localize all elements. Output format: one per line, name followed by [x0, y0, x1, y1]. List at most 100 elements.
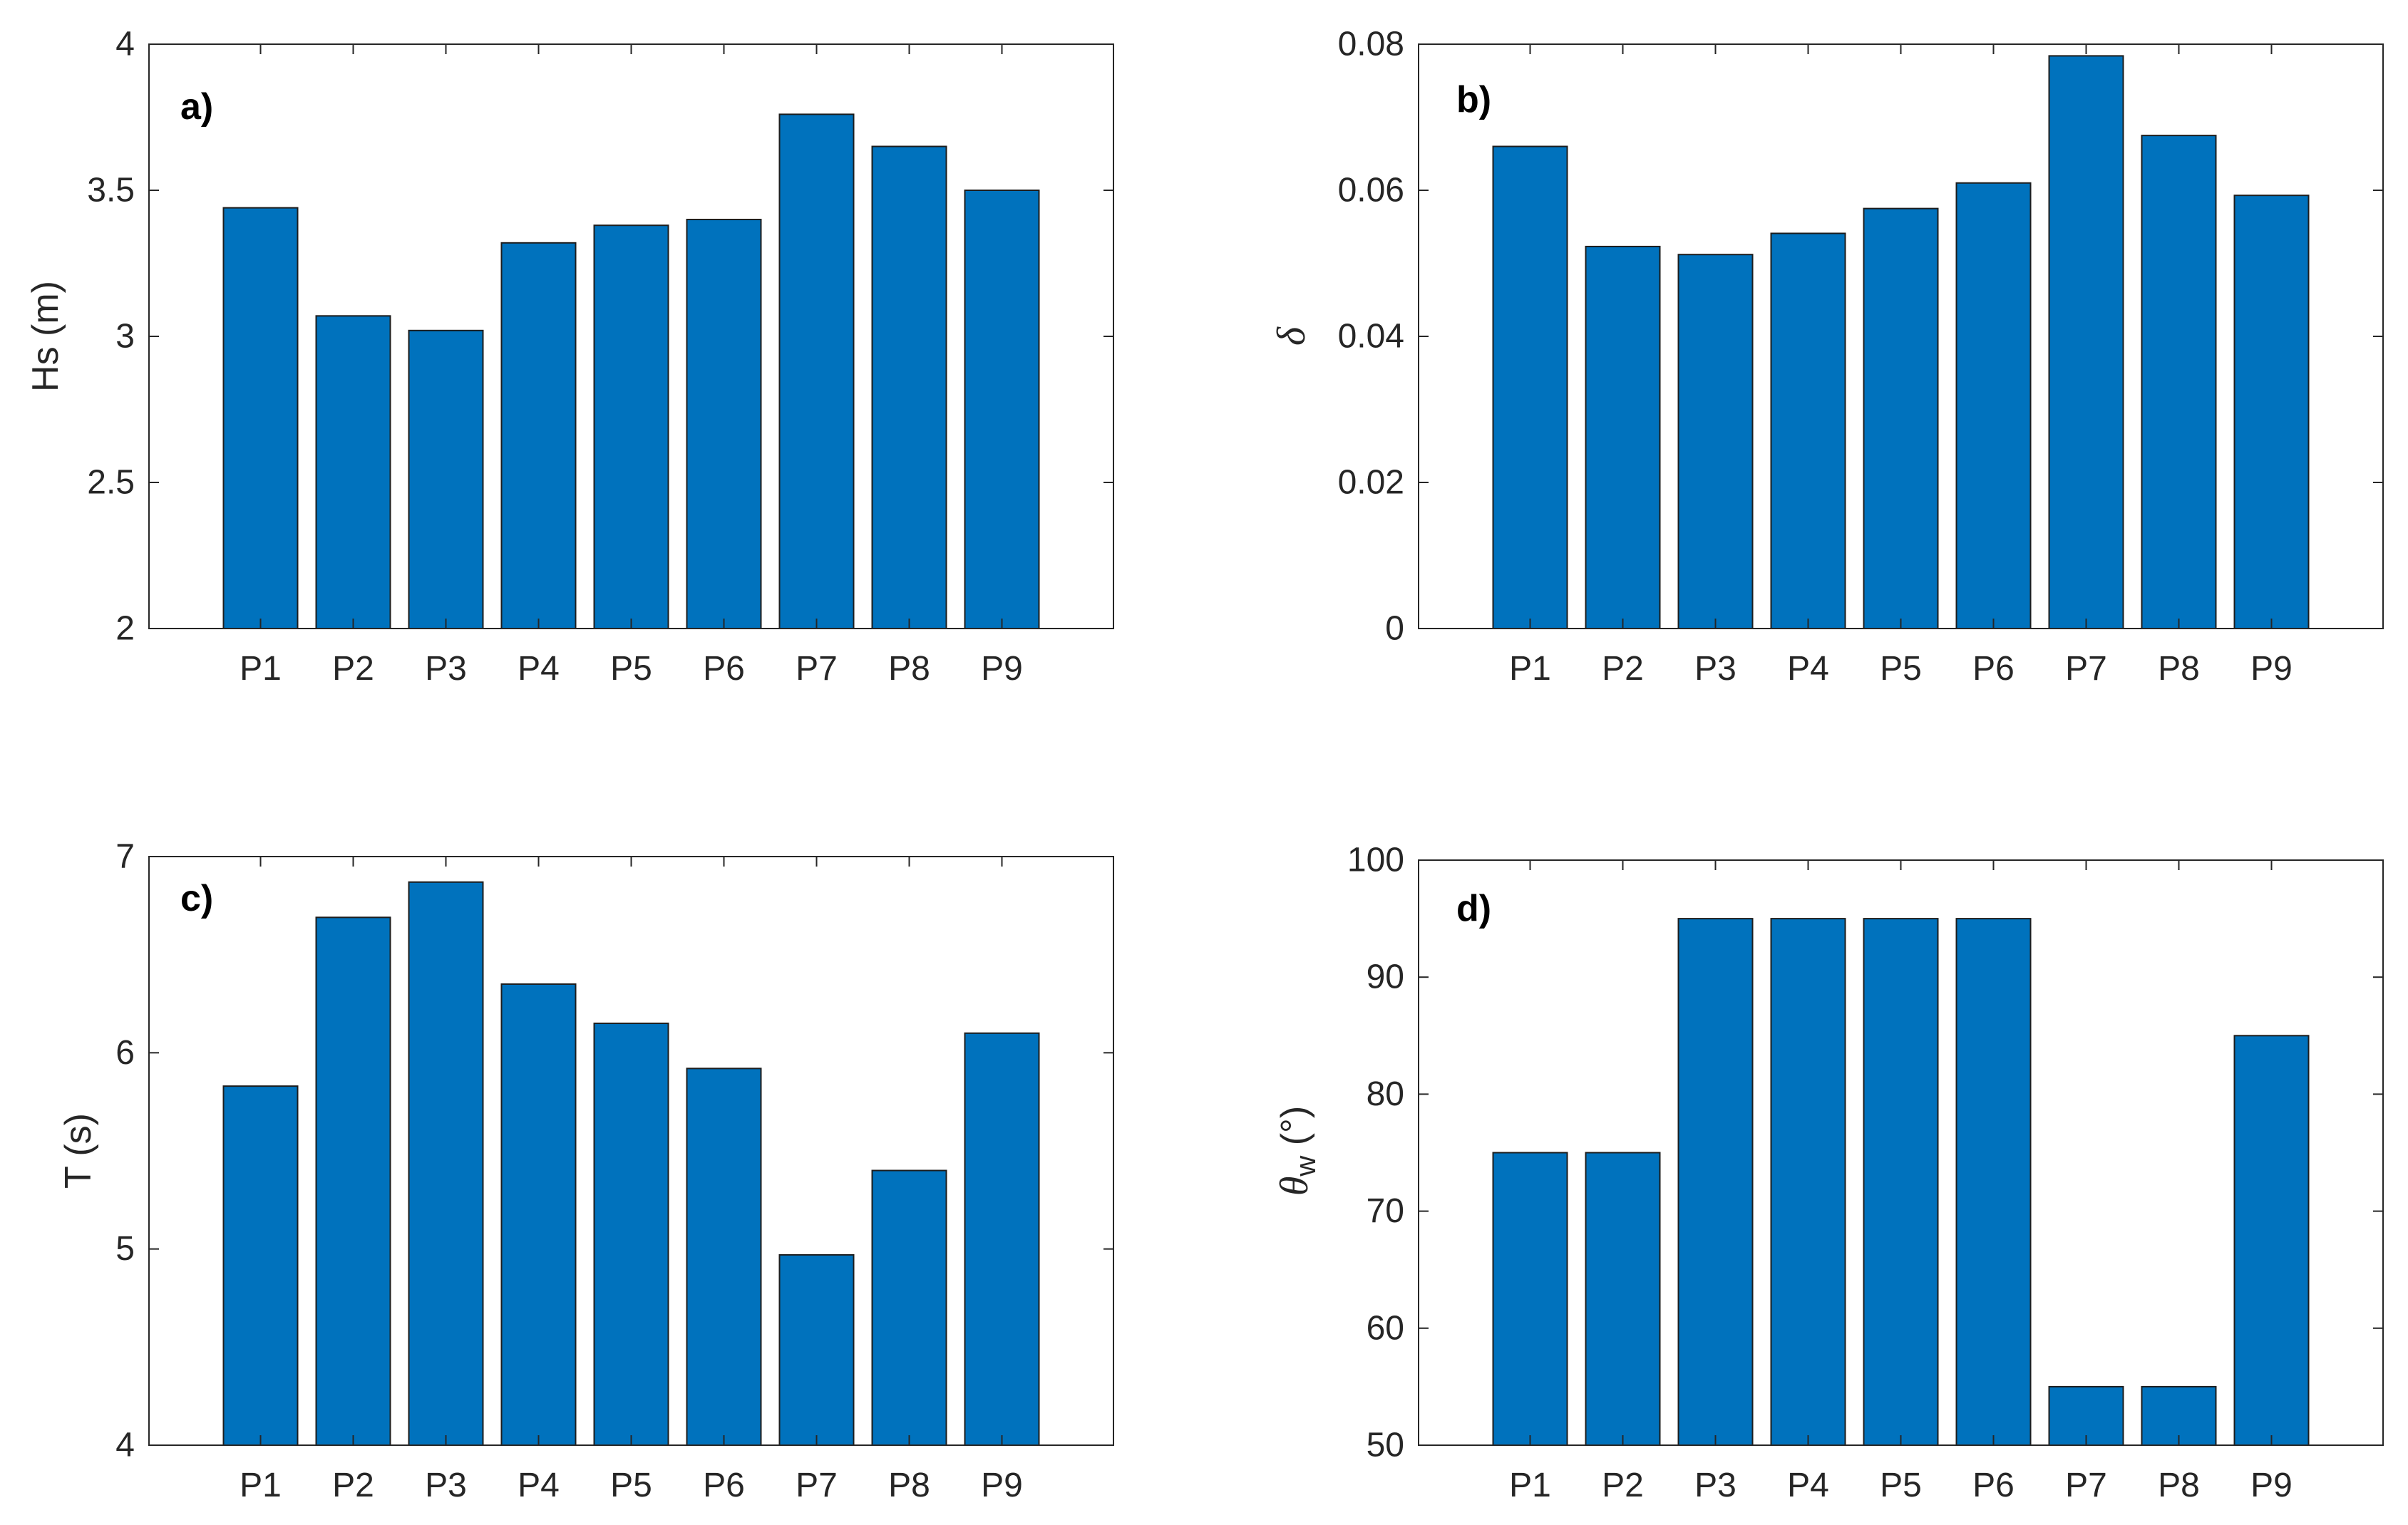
panel-d-ylabel: θw (°) [1272, 1106, 1322, 1196]
panel-a-ytick-label: 2 [115, 610, 135, 648]
panel-b-xtick-label: P9 [2250, 650, 2293, 688]
panel-d-ticks: P1 P2 P3 P4 P5 P6 P7 P8 P9 50 60 70 80 90 100 [1347, 842, 2383, 1504]
panel-d-bar-p4 [1770, 918, 1846, 1446]
panel-b-ytick-label: 0.02 [1338, 464, 1404, 502]
panel-a-bar-p8 [871, 145, 947, 629]
panel-a-bar-p1 [222, 207, 299, 630]
panel-a-xtick-label: P3 [425, 650, 467, 688]
panel-d-ytick-label: 100 [1347, 842, 1404, 879]
panel-c-ticks: P1 P2 P3 P4 P5 P6 P7 P8 P9 4 5 6 7 [115, 838, 1113, 1504]
panel-b-xtick-label: P2 [1602, 650, 1644, 688]
panel-b-ytick-label: 0 [1385, 610, 1404, 648]
panel-d-ylabel-theta: θ [1272, 1177, 1317, 1196]
panel-a-xtick-label: P7 [796, 650, 838, 688]
panel-c-xtick-label: P4 [518, 1467, 560, 1504]
panel-d-axes-frame [1418, 859, 2384, 1446]
panel-d-xtick-label: P2 [1602, 1467, 1644, 1504]
panel-c-ytick-label: 4 [115, 1427, 135, 1464]
panel-b-bar-p2 [1585, 245, 1661, 629]
panel-b-label: b) [1456, 79, 1491, 120]
panel-a-ticks: P1 P2 P3 P4 P5 P6 P7 P8 P9 2 2.5 3 3.5 4 [87, 26, 1113, 688]
panel-a-ytick-label: 3 [115, 318, 135, 356]
panel-a-bar-p2 [315, 315, 391, 629]
panel-c-xtick-label: P2 [332, 1467, 374, 1504]
panel-c-ytick-label: 6 [115, 1034, 135, 1072]
panel-d-xtick-label: P5 [1880, 1467, 1922, 1504]
panel-d: P1 P2 P3 P4 P5 P6 P7 P8 P9 50 60 70 80 90 100 d) θw (°… [1272, 842, 2384, 1504]
panel-a-ytick-label: 3.5 [87, 172, 135, 210]
panel-d-bar-p5 [1863, 918, 1939, 1446]
panel-c-ytick-label: 5 [115, 1230, 135, 1268]
panel-a-xtick-label: P1 [240, 650, 282, 688]
panel-a-xtick-label: P8 [888, 650, 930, 688]
panel-b-bar-p1 [1492, 145, 1568, 629]
panel-b-ytick-label: 0.04 [1338, 318, 1404, 356]
panel-a-xtick-label: P9 [981, 650, 1023, 688]
panel-d-xtick-label: P8 [2158, 1467, 2200, 1504]
panel-d-bar-p2 [1585, 1152, 1661, 1446]
panel-b-ylabel: δ [1270, 326, 1314, 346]
panel-d-xtick-label: P3 [1694, 1467, 1736, 1504]
panel-d-xtick-label: P7 [2065, 1467, 2107, 1504]
panel-b-bars [1492, 55, 2310, 630]
panel-a-bar-p5 [593, 224, 669, 629]
panel-b-xtick-label: P1 [1509, 650, 1551, 688]
panel-a-bar-p9 [964, 190, 1040, 629]
panel-d-ytick-label: 80 [1367, 1075, 1404, 1113]
panel-b-xtick-label: P3 [1694, 650, 1736, 688]
panel-b-xtick-label: P5 [1880, 650, 1922, 688]
panel-b-bar-p7 [2048, 55, 2124, 629]
panel-b-axes-frame [1418, 43, 2384, 629]
panel-c-bar-p5 [593, 1023, 669, 1446]
panel-b-bar-p4 [1770, 232, 1846, 630]
panel-b-ytick-label: 0.06 [1338, 172, 1404, 210]
panel-d-ylabel-subscript: w [1290, 1156, 1322, 1177]
panel-b-bar-p8 [2141, 135, 2217, 629]
panel-d-label: d) [1456, 888, 1491, 929]
panel-d-bar-p9 [2233, 1035, 2310, 1447]
panel-d-ytick-label: 90 [1367, 958, 1404, 996]
panel-c-xtick-label: P7 [796, 1467, 838, 1504]
panel-c-xtick-label: P5 [610, 1467, 652, 1504]
panel-d-xtick-label: P9 [2250, 1467, 2293, 1504]
panel-c-xtick-label: P1 [240, 1467, 282, 1504]
panel-c-xtick-label: P9 [981, 1467, 1023, 1504]
panel-d-bar-p6 [1955, 918, 2032, 1446]
panel-d-xtick-label: P4 [1787, 1467, 1829, 1504]
panel-c-label: c) [180, 878, 213, 919]
panel-c-axes-frame [148, 856, 1114, 1446]
panel-c: P1 P2 P3 P4 P5 P6 P7 P8 P9 4 5 6 7 c) T (s) [58, 838, 1114, 1504]
panel-b-bar-p9 [2233, 195, 2310, 629]
panel-d-bar-p3 [1677, 918, 1754, 1446]
panel-a-ylabel: Hs (m) [25, 281, 66, 392]
panel-c-bar-p1 [222, 1085, 299, 1446]
panel-d-ylabel-unit: (°) [1274, 1106, 1315, 1156]
panel-b-xtick-label: P6 [1972, 650, 2015, 688]
panel-c-xtick-label: P3 [425, 1467, 467, 1504]
panel-b-bar-p5 [1863, 207, 1939, 629]
panel-d-ytick-label: 60 [1367, 1309, 1404, 1347]
panel-c-bar-p3 [408, 881, 484, 1446]
panel-a-axes-frame [148, 43, 1114, 629]
panel-a-label: a) [180, 86, 213, 128]
panel-a: P1 P2 P3 P4 P5 P6 P7 P8 P9 2 2.5 3 3.5 4 a) Hs (m) [25, 26, 1114, 688]
panel-a-xtick-label: P5 [610, 650, 652, 688]
panel-b-xtick-label: P7 [2065, 650, 2107, 688]
panel-c-bar-p4 [500, 983, 577, 1446]
panel-b-xtick-label: P8 [2158, 650, 2200, 688]
panel-a-bar-p6 [686, 219, 762, 629]
panel-a-bar-p4 [500, 242, 577, 629]
panel-c-bar-p6 [686, 1068, 762, 1446]
panel-a-xtick-label: P6 [703, 650, 745, 688]
panel-c-bars [222, 881, 1040, 1447]
panel-c-ytick-label: 7 [115, 838, 135, 876]
panel-c-bar-p2 [315, 916, 391, 1447]
panel-c-bar-p9 [964, 1032, 1040, 1447]
panel-a-bar-p3 [408, 329, 484, 629]
panel-c-bar-p7 [778, 1253, 855, 1446]
panel-d-xtick-label: P6 [1972, 1467, 2015, 1504]
panel-b-ytick-label: 0.08 [1338, 26, 1404, 63]
panel-a-ytick-label: 4 [115, 26, 135, 63]
panel-d-bars [1492, 918, 2310, 1447]
